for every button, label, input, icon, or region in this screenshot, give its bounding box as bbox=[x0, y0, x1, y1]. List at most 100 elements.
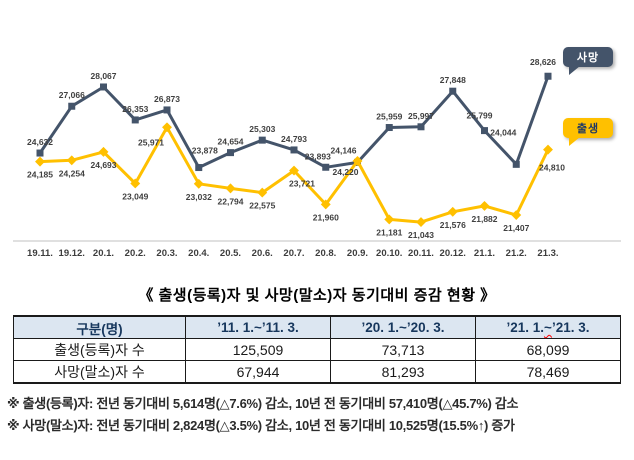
data-point-marker bbox=[322, 163, 330, 171]
series-death bbox=[36, 72, 552, 172]
x-axis-tick-label: 20.2. bbox=[125, 248, 146, 259]
data-label: 24,220 bbox=[333, 167, 359, 177]
comparison-table: 구분(명) ’11. 1.~’11. 3. ’20. 1.~’20. 3. ’21. … bbox=[13, 315, 621, 384]
data-point-marker bbox=[162, 122, 172, 133]
data-point-marker bbox=[68, 102, 76, 110]
table-header-cell: ’20. 1.~’20. 3. bbox=[330, 315, 476, 339]
data-point-marker bbox=[193, 178, 204, 189]
table-row: 사망(말소)자 수 67,944 81,293 78,469 bbox=[13, 360, 621, 384]
table-cell: 78,469 bbox=[475, 360, 621, 384]
data-label: 21,407 bbox=[503, 223, 529, 233]
data-point-marker bbox=[66, 155, 77, 166]
data-label: 21,576 bbox=[440, 220, 466, 230]
data-point-marker bbox=[447, 206, 458, 217]
data-label: 24,146 bbox=[331, 145, 357, 155]
table-cell: 68,099 bbox=[475, 338, 621, 361]
data-point-marker bbox=[416, 217, 426, 228]
table-head: 구분(명) ’11. 1.~’11. 3. ’20. 1.~’20. 3. ’21. … bbox=[13, 315, 621, 339]
data-label: 23,032 bbox=[186, 192, 212, 202]
data-label: 24,793 bbox=[281, 134, 307, 144]
footnotes: ※ 출생(등록)자: 전년 동기대비 5,614명(△7.6%) 감소, 10년… bbox=[7, 393, 628, 437]
data-point-marker bbox=[512, 160, 520, 168]
x-axis-tick-label: 20.8. bbox=[315, 248, 336, 259]
data-label: 26,353 bbox=[122, 104, 148, 114]
table-cell: 67,944 bbox=[185, 360, 331, 384]
data-label: 24,632 bbox=[27, 137, 53, 147]
data-point-marker bbox=[258, 136, 266, 144]
data-label: 21,882 bbox=[472, 214, 498, 224]
data-point-marker bbox=[163, 106, 171, 114]
footnote-death: ※ 사망(말소)자: 전년 동기대비 2,824명(△3.5%) 감소, 10년… bbox=[7, 418, 515, 433]
squiggle-tilde: ~ bbox=[544, 320, 552, 335]
legend-death-label: 사망 bbox=[576, 52, 600, 64]
table-header-cell: ’21. 1.~’21. 3. bbox=[475, 315, 621, 339]
data-point-marker bbox=[479, 200, 490, 211]
data-label: 21,960 bbox=[313, 212, 339, 222]
data-label: 25,799 bbox=[467, 111, 493, 121]
data-point-marker bbox=[511, 210, 522, 221]
table-cell: 125,509 bbox=[185, 338, 331, 361]
data-point-marker bbox=[36, 149, 44, 157]
x-axis-tick-label: 21.3. bbox=[537, 248, 558, 259]
legend-birth-callout: 출생 bbox=[563, 118, 613, 146]
x-axis-tick-label: 20.6. bbox=[252, 248, 273, 259]
data-point-marker bbox=[290, 146, 298, 154]
data-point-marker bbox=[543, 144, 553, 155]
data-label: 25,959 bbox=[376, 112, 402, 122]
table-header-cell: ’11. 1.~’11. 3. bbox=[185, 315, 331, 339]
table-row: 출생(등록)자 수 125,509 73,713 68,099 bbox=[13, 338, 621, 361]
data-point-marker bbox=[35, 156, 45, 167]
data-label: 27,848 bbox=[440, 75, 466, 85]
data-label: 23,878 bbox=[192, 146, 218, 156]
data-point-marker bbox=[225, 183, 236, 194]
x-axis-labels: 19.11. 19.12. 20.1. 20.2. 20.3. 20.4. 20.5. 20.… bbox=[27, 248, 559, 259]
x-axis-tick-label: 20.9. bbox=[347, 248, 368, 259]
data-point-marker bbox=[544, 72, 552, 80]
x-axis-tick-label: 20.7. bbox=[283, 248, 304, 259]
data-point-marker bbox=[131, 116, 139, 124]
table-header-cell: 구분(명) bbox=[13, 315, 186, 339]
data-label: 22,794 bbox=[218, 196, 244, 206]
data-label: 24,044 bbox=[490, 127, 516, 137]
x-axis-tick-label: 20.12. bbox=[440, 248, 466, 259]
data-point-marker bbox=[481, 127, 488, 135]
x-axis-tick-label: 20.1. bbox=[93, 248, 114, 259]
data-label: 28,626 bbox=[530, 57, 556, 67]
table-body: 출생(등록)자 수 125,509 73,713 68,099 사망(말소)자 수 67,… bbox=[13, 338, 621, 384]
data-label: 24,185 bbox=[27, 170, 53, 180]
x-axis-tick-label: 20.11. bbox=[408, 248, 434, 259]
series-labels: 24,185 24,254 24,693 23,049 25,971 23,032 22,7… bbox=[27, 137, 565, 240]
data-label: 25,997 bbox=[408, 111, 434, 121]
data-point-marker bbox=[417, 123, 425, 131]
x-axis-tick-label: 20.3. bbox=[156, 248, 177, 259]
data-point-marker bbox=[449, 87, 457, 95]
data-label: 26,873 bbox=[154, 94, 180, 104]
data-label: 25,971 bbox=[138, 137, 164, 147]
x-axis-tick-label: 20.10. bbox=[376, 248, 402, 259]
trend-chart: 24,632 27,066 28,067 26,353 26,873 23,878 24,6… bbox=[13, 47, 621, 259]
data-label: 25,303 bbox=[249, 124, 275, 134]
x-axis-tick-label: 19.11. bbox=[27, 248, 53, 259]
data-point-marker bbox=[130, 178, 141, 189]
footnote-birth: ※ 출생(등록)자: 전년 동기대비 5,614명(△7.6%) 감소, 10년… bbox=[7, 396, 519, 411]
data-label: 23,049 bbox=[122, 192, 148, 202]
data-label: 22,575 bbox=[249, 201, 275, 211]
data-point-marker bbox=[195, 164, 203, 172]
data-label: 24,654 bbox=[218, 137, 244, 147]
data-label: 28,067 bbox=[91, 71, 117, 81]
x-axis-tick-label: 21.1. bbox=[474, 248, 495, 259]
row-label: 출생(등록)자 수 bbox=[13, 338, 186, 361]
page-title: 《 출생(등록)자 및 사망(말소)자 동기대비 증감 현황 》 bbox=[138, 287, 496, 304]
data-label: 23,721 bbox=[289, 179, 315, 189]
data-point-marker bbox=[98, 146, 109, 157]
data-label: 21,181 bbox=[376, 227, 402, 237]
table-header-row: 구분(명) ’11. 1.~’11. 3. ’20. 1.~’20. 3. ’21. … bbox=[13, 315, 621, 339]
data-point-marker bbox=[100, 83, 107, 91]
series-labels: 24,632 27,066 28,067 26,353 26,873 23,87824,6… bbox=[27, 57, 556, 161]
data-label: 23,893 bbox=[305, 151, 331, 161]
series-line bbox=[38, 74, 550, 169]
trend-chart-svg: 24,63227,06628,06726,35326,87323,87824,6… bbox=[13, 57, 621, 259]
x-axis-tick-label: 19.12. bbox=[59, 248, 85, 259]
legend-birth-label: 출생 bbox=[576, 123, 600, 135]
